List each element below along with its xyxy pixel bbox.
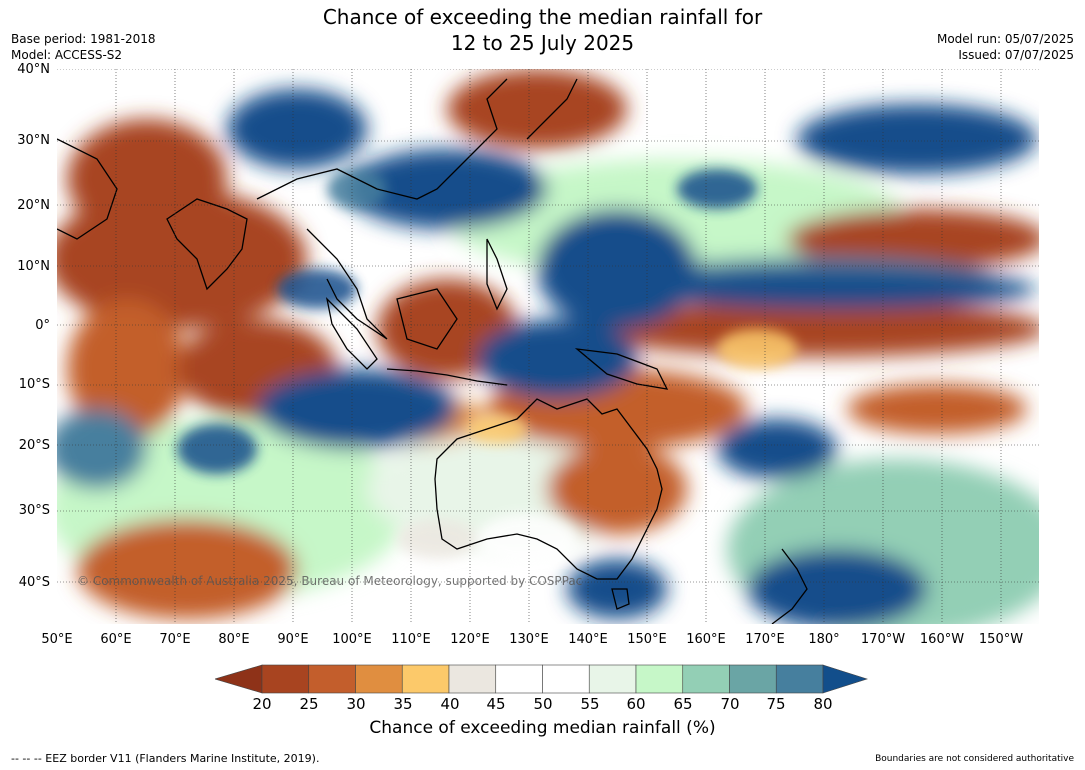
lat-label-10n: 10°N [17,259,50,274]
lon-label-100e: 100°E [332,632,372,647]
lat-label-20s: 20°S [18,438,50,453]
lon-label-130e: 130°E [509,632,549,647]
colorbar-tick-70: 70 [720,695,740,713]
lat-label-20n: 20°N [17,198,50,213]
meta-right: Model run: 05/07/2025 Issued: 07/07/2025 [937,31,1074,63]
colorbar-tick-55: 55 [580,695,600,713]
lon-label-50e: 50°E [41,632,73,647]
colorbar-label: Chance of exceeding median rainfall (%) [369,718,716,738]
base-period: Base period: 1981-2018 [11,32,156,46]
colorbar-tick-25: 25 [299,695,319,713]
colorbar [215,664,868,694]
colorbar-tick-75: 75 [766,695,786,713]
colorbar-cell [588,664,637,694]
colorbar-cell [635,664,684,694]
lat-label-40n: 40°N [17,62,50,77]
graticule [57,69,1039,624]
new-zealand-coast [771,548,808,624]
philippines-coast [486,238,508,311]
colorbar-tick-35: 35 [393,695,413,713]
colorbar-extend-low [215,664,263,694]
rainfall-map: © Commonwealth of Australia 2025, Bureau… [57,69,1039,624]
australia-coast [434,398,663,580]
indochina-coast [306,228,388,340]
issued-date: Issued: 07/07/2025 [958,48,1074,62]
lon-label-150e: 150°E [627,632,667,647]
colorbar-tick-45: 45 [486,695,506,713]
colorbar-cells [215,664,868,694]
model-run: Model run: 05/07/2025 [936,32,1074,46]
sumatra-coast [325,297,378,370]
map-watermark: © Commonwealth of Australia 2025, Bureau… [77,574,582,588]
colorbar-cell [495,664,543,694]
colorbar-tick-30: 30 [346,695,366,713]
lon-label-140e: 140°E [568,632,608,647]
rainfall-field [57,69,1039,624]
lon-label-160e: 160°E [686,632,726,647]
japan-coast [526,78,578,140]
colorbar-cell [775,664,824,694]
asia-coast [256,78,508,200]
colorbar-tick-20: 20 [252,695,272,713]
colorbar-tick-60: 60 [626,695,646,713]
coastlines [57,78,808,624]
arabia-coast [57,138,118,240]
colorbar-cell [401,664,450,694]
lon-label-180: 180° [808,632,840,647]
lat-label-10s: 10°S [18,377,50,392]
lon-label-70e: 70°E [159,632,191,647]
colorbar-cell [261,664,310,694]
colorbar-tick-80: 80 [813,695,833,713]
lon-label-80e: 80°E [218,632,250,647]
lon-label-170w: 170°W [860,632,906,647]
rainfall-detail [177,169,797,564]
india-coast [166,198,248,291]
lat-label-30s: 30°S [18,503,50,518]
meta-left: Base period: 1981-2018 Model: ACCESS-S2 [11,31,156,63]
colorbar-extend-high [822,664,868,694]
colorbar-tick-40: 40 [440,695,460,713]
colorbar-cell [729,664,777,694]
colorbar-tick-50: 50 [533,695,553,713]
borneo-coast [396,288,458,350]
lon-label-120e: 120°E [450,632,490,647]
colorbar-cell [448,664,497,694]
colorbar-cell [682,664,730,694]
colorbar-cell [355,664,403,694]
lon-label-170e: 170°E [745,632,785,647]
eez-note: -- -- -- EEZ border V11 (Flanders Marine… [11,752,320,765]
title-line-2: 12 to 25 July 2025 [450,31,635,55]
new-guinea-coast [574,348,669,390]
lon-label-160w: 160°W [919,632,965,647]
lat-label-40s: 40°S [18,575,50,590]
lon-label-90e: 90°E [277,632,309,647]
title-line-1: Chance of exceeding the median rainfall … [322,5,763,29]
lon-label-110e: 110°E [391,632,431,647]
page-title: Chance of exceeding the median rainfall … [0,4,1085,56]
lat-label-30n: 30°N [17,133,50,148]
tasmania-coast [611,588,630,610]
indonesia-coast [386,368,508,386]
colorbar-cell [308,664,356,694]
boundary-disclaimer: Boundaries are not considered authoritat… [875,754,1074,764]
lon-label-150w: 150°W [978,632,1024,647]
model-name: Model: ACCESS-S2 [11,48,123,62]
lon-label-60e: 60°E [100,632,132,647]
lat-label-0: 0° [35,318,50,333]
colorbar-cell [542,664,590,694]
colorbar-tick-65: 65 [673,695,693,713]
